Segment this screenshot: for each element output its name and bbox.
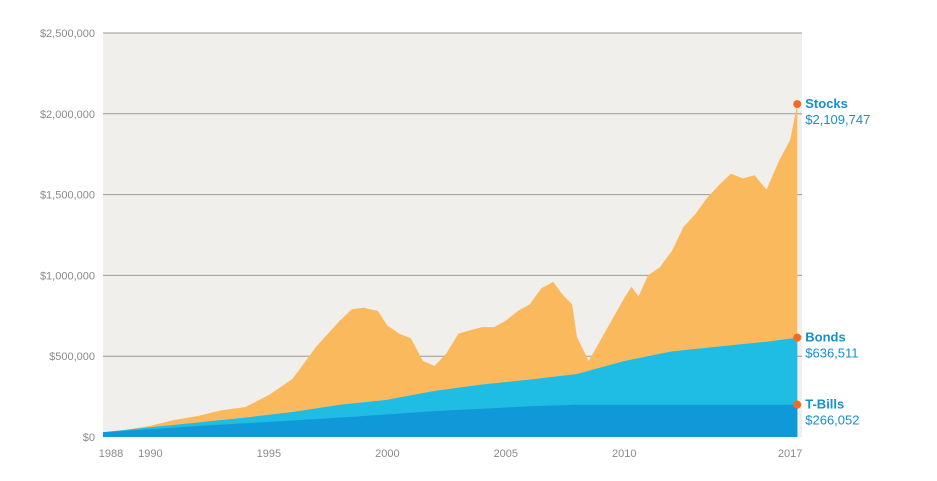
series-value-label: $636,511 (805, 346, 858, 361)
y-tick-label: $500,000 (49, 351, 95, 363)
x-axis: 1988 1990 1995 2000 2005 2010 2017 (99, 448, 803, 460)
x-tick-label: 1995 (257, 448, 281, 460)
x-tick-label: 2000 (375, 448, 399, 460)
series-end-marker (793, 333, 802, 342)
series-end-labels: Stocks$2,109,747 Bonds$636,511 T-Bills$266… (793, 96, 870, 428)
series-name-label: T-Bills (805, 397, 844, 412)
x-tick-label: 2010 (612, 448, 636, 460)
tbills-area (103, 404, 798, 437)
series-value-label: $2,109,747 (805, 112, 870, 127)
x-tick-label: 2017 (778, 448, 802, 460)
stocks-area (103, 104, 798, 437)
x-tick-label: 1988 (99, 448, 123, 460)
series-areas (103, 104, 798, 437)
x-tick-label: 2005 (494, 448, 518, 460)
series-name-label: Stocks (805, 96, 848, 111)
series-name-label: Bonds (805, 330, 845, 345)
y-tick-label: $2,500,000 (40, 28, 95, 40)
series-value-label: $266,052 (805, 413, 859, 428)
y-tick-label: $1,000,000 (40, 270, 95, 282)
series-end-marker (793, 400, 802, 409)
y-axis: $0 $500,000 $1,000,000 $1,500,000 $2,000,000… (40, 28, 95, 444)
x-tick-label: 1990 (138, 448, 162, 460)
y-tick-label: $1,500,000 (40, 190, 95, 202)
y-tick-label: $2,000,000 (40, 109, 95, 121)
series-end-marker (793, 100, 802, 109)
y-tick-label: $0 (83, 432, 95, 444)
